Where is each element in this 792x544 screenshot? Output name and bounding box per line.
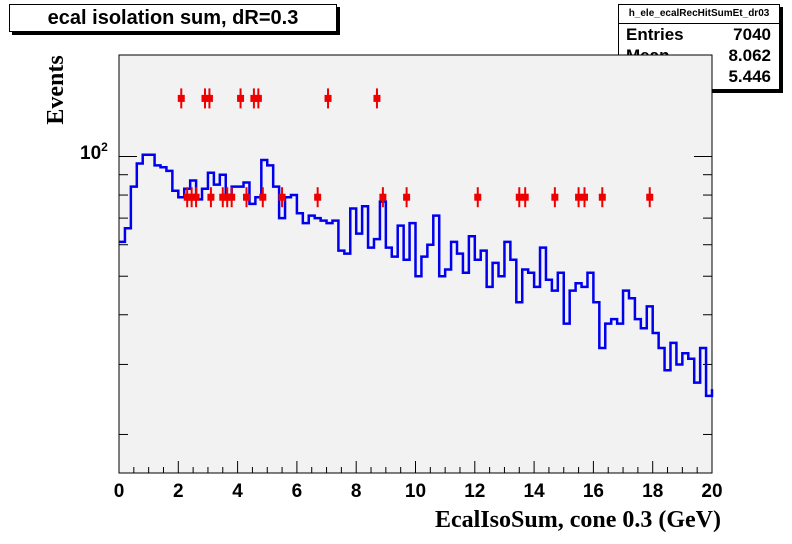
marker-point (379, 187, 387, 208)
marker-point (250, 88, 258, 109)
marker-point (223, 187, 231, 208)
stats-histogram-name: h_ele_ecalRecHitSumEt_dr03 (619, 5, 779, 24)
x-tick-label: 10 (405, 481, 426, 502)
marker-point (254, 88, 262, 109)
x-tick-label: 2 (173, 481, 184, 502)
stats-rms-value: 5.446 (728, 67, 771, 86)
marker-point (521, 187, 529, 208)
stats-entries-label: Entries (626, 25, 684, 44)
marker-point (228, 187, 236, 208)
x-tick-label: 14 (524, 481, 546, 502)
axis-ticks (118, 156, 713, 473)
stats-entries-value: 7040 (733, 25, 771, 44)
x-tick-label: 0 (114, 481, 125, 502)
marker-point (205, 88, 213, 109)
marker-point (207, 187, 215, 208)
x-tick-label: 8 (351, 481, 362, 502)
marker-point (314, 187, 322, 208)
marker-point (646, 187, 654, 208)
data-markers (177, 88, 654, 208)
x-tick-label: 4 (232, 481, 243, 502)
marker-point (373, 88, 381, 109)
y-axis-title: Events (43, 55, 69, 124)
marker-point (581, 187, 589, 208)
marker-point (242, 187, 250, 208)
x-tick-label: 12 (464, 481, 485, 502)
stats-entries-row: Entries 7040 (619, 24, 779, 45)
y-tick-label-100: 102 (80, 140, 108, 164)
x-tick-label: 20 (701, 481, 722, 502)
marker-point (474, 187, 482, 208)
x-tick-label: 18 (642, 481, 663, 502)
x-axis-title: EcalIsoSum, cone 0.3 (GeV) (435, 507, 721, 533)
marker-point (515, 187, 523, 208)
chart-title: ecal isolation sum, dR=0.3 (9, 4, 337, 32)
marker-point (192, 187, 200, 208)
marker-point (598, 187, 606, 208)
marker-point (551, 187, 559, 208)
marker-point (278, 187, 286, 208)
marker-point (219, 187, 227, 208)
x-tick-labels: 0 2 4 6 8 10 12 14 16 18 20 (114, 481, 723, 502)
x-tick-label: 6 (292, 481, 303, 502)
x-tick-label: 16 (583, 481, 604, 502)
marker-point (324, 88, 332, 109)
marker-point (575, 187, 583, 208)
stats-mean-value: 8.062 (728, 46, 771, 65)
histogram-line (119, 153, 714, 398)
marker-point (403, 187, 411, 208)
marker-point (188, 187, 196, 208)
stats-box: h_ele_ecalRecHitSumEt_dr03 Entries 7040 … (618, 4, 780, 90)
marker-point (201, 88, 209, 109)
marker-point (237, 88, 245, 109)
marker-point (259, 187, 267, 208)
marker-point (177, 88, 185, 109)
marker-point (183, 187, 191, 208)
